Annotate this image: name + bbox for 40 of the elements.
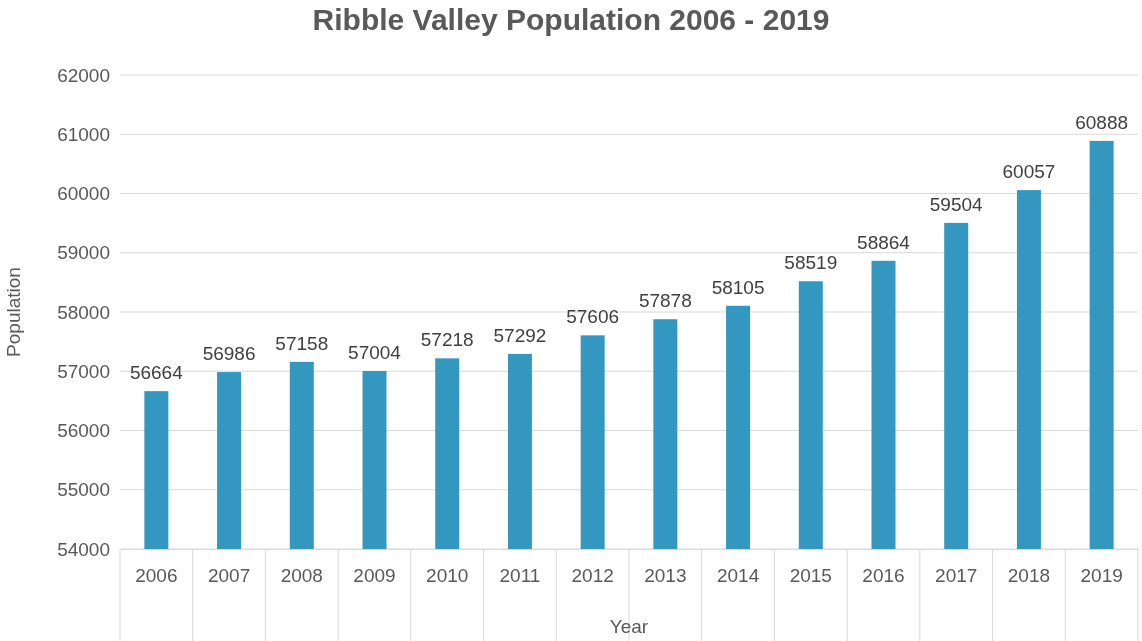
data-label: 57004 [348, 342, 402, 364]
data-label: 57158 [275, 332, 329, 354]
x-tick-label: 2009 [353, 565, 396, 587]
data-label: 56986 [202, 343, 256, 365]
x-tick-label: 2010 [426, 565, 469, 587]
chart-title: Ribble Valley Population 2006 - 2019 [312, 3, 830, 36]
data-label: 56664 [129, 362, 184, 384]
y-tick-label: 58000 [57, 301, 110, 323]
x-tick-label: 2014 [716, 565, 760, 587]
y-tick-label: 54000 [57, 538, 110, 560]
x-tick-label: 2019 [1080, 565, 1123, 587]
y-tick-label: 60000 [57, 183, 110, 205]
data-label: 58519 [784, 252, 838, 274]
x-tick-label: 2017 [935, 565, 978, 587]
x-tick-label: 2016 [862, 565, 905, 587]
y-axis-title: Population [3, 267, 24, 357]
y-tick-label: 59000 [57, 242, 110, 264]
data-label: 58864 [857, 231, 911, 253]
x-tick-label: 2013 [644, 565, 687, 587]
data-label: 60888 [1075, 111, 1129, 133]
data-label: 60057 [1002, 161, 1056, 183]
data-label: 57218 [420, 329, 474, 351]
data-label: 58105 [711, 276, 765, 298]
y-tick-label: 62000 [57, 64, 110, 86]
x-tick-label: 2007 [207, 565, 251, 587]
data-label: 57878 [638, 290, 692, 312]
x-tick-label: 2012 [571, 565, 614, 587]
y-tick-label: 57000 [57, 360, 110, 382]
x-tick-label: 2018 [1007, 565, 1051, 587]
y-tick-label: 61000 [57, 123, 110, 145]
x-axis-title: Year [609, 616, 649, 637]
x-tick-label: 2006 [135, 565, 178, 587]
x-tick-label: 2008 [280, 565, 323, 587]
x-tick-label: 2015 [789, 565, 832, 587]
data-label: 59504 [929, 193, 984, 215]
data-label: 57292 [493, 324, 547, 346]
y-tick-label: 56000 [57, 420, 110, 442]
y-tick-label: 55000 [57, 479, 110, 501]
data-label: 57606 [566, 306, 620, 328]
x-tick-label: 2011 [499, 565, 541, 587]
